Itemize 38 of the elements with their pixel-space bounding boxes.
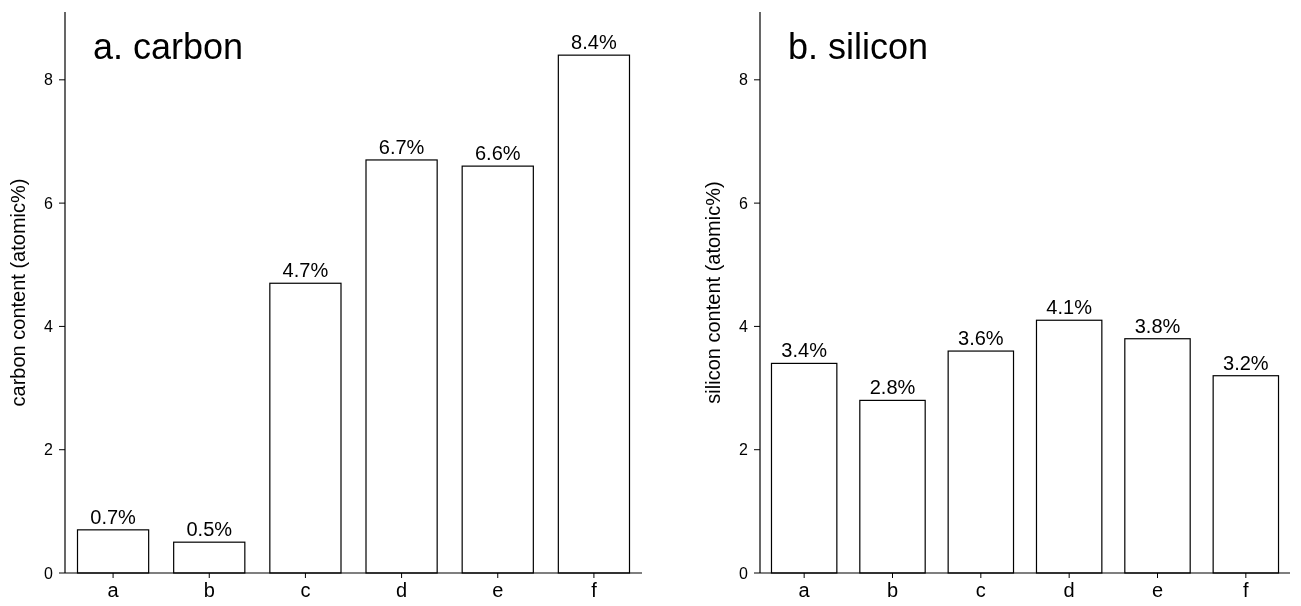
x-tick-label: c (975, 579, 986, 601)
data-label: 3.8% (1134, 314, 1181, 337)
y-tick-label: 6 (739, 194, 749, 212)
y-axis-title: carbon content (atomic%) (7, 178, 29, 407)
data-label: 0.5% (186, 518, 233, 541)
data-label: 3.4% (781, 339, 828, 362)
data-label: 2.8% (869, 376, 916, 399)
y-tick-label: 2 (44, 441, 54, 459)
x-tick-label: b (203, 579, 215, 601)
x-tick-label: e (1151, 579, 1164, 601)
y-tick-label: 4 (739, 318, 749, 336)
data-label: 4.1% (1046, 296, 1093, 319)
x-tick-label: c (300, 579, 311, 601)
data-label: 4.7% (282, 259, 329, 282)
x-tick-label: f (1243, 579, 1250, 601)
data-label: 8.4% (571, 31, 617, 54)
y-tick-label: 6 (44, 194, 54, 212)
y-tick-label: 0 (739, 564, 749, 582)
x-tick-label: e (492, 579, 504, 601)
y-tick-label: 0 (44, 564, 54, 582)
x-tick-label: a (798, 579, 811, 601)
data-label: 6.7% (378, 135, 425, 158)
x-tick-label: a (107, 579, 120, 601)
data-label: 0.7% (90, 505, 137, 528)
data-label: 3.2% (1223, 351, 1269, 374)
data-label: 3.6% (958, 327, 1004, 350)
y-tick-label: 4 (44, 318, 54, 336)
chart-title: b. silicon (788, 26, 929, 67)
x-tick-label: b (886, 579, 899, 601)
x-tick-label: d (396, 579, 408, 601)
y-tick-label: 2 (739, 441, 749, 459)
data-label: 6.6% (474, 142, 521, 165)
y-tick-label: 8 (739, 71, 749, 89)
x-tick-label: d (1063, 579, 1075, 601)
y-tick-label: 8 (44, 71, 54, 89)
chart-title: a. carbon (93, 26, 244, 67)
y-axis-title: silicon content (atomic%) (702, 181, 724, 404)
x-tick-label: f (591, 579, 598, 601)
